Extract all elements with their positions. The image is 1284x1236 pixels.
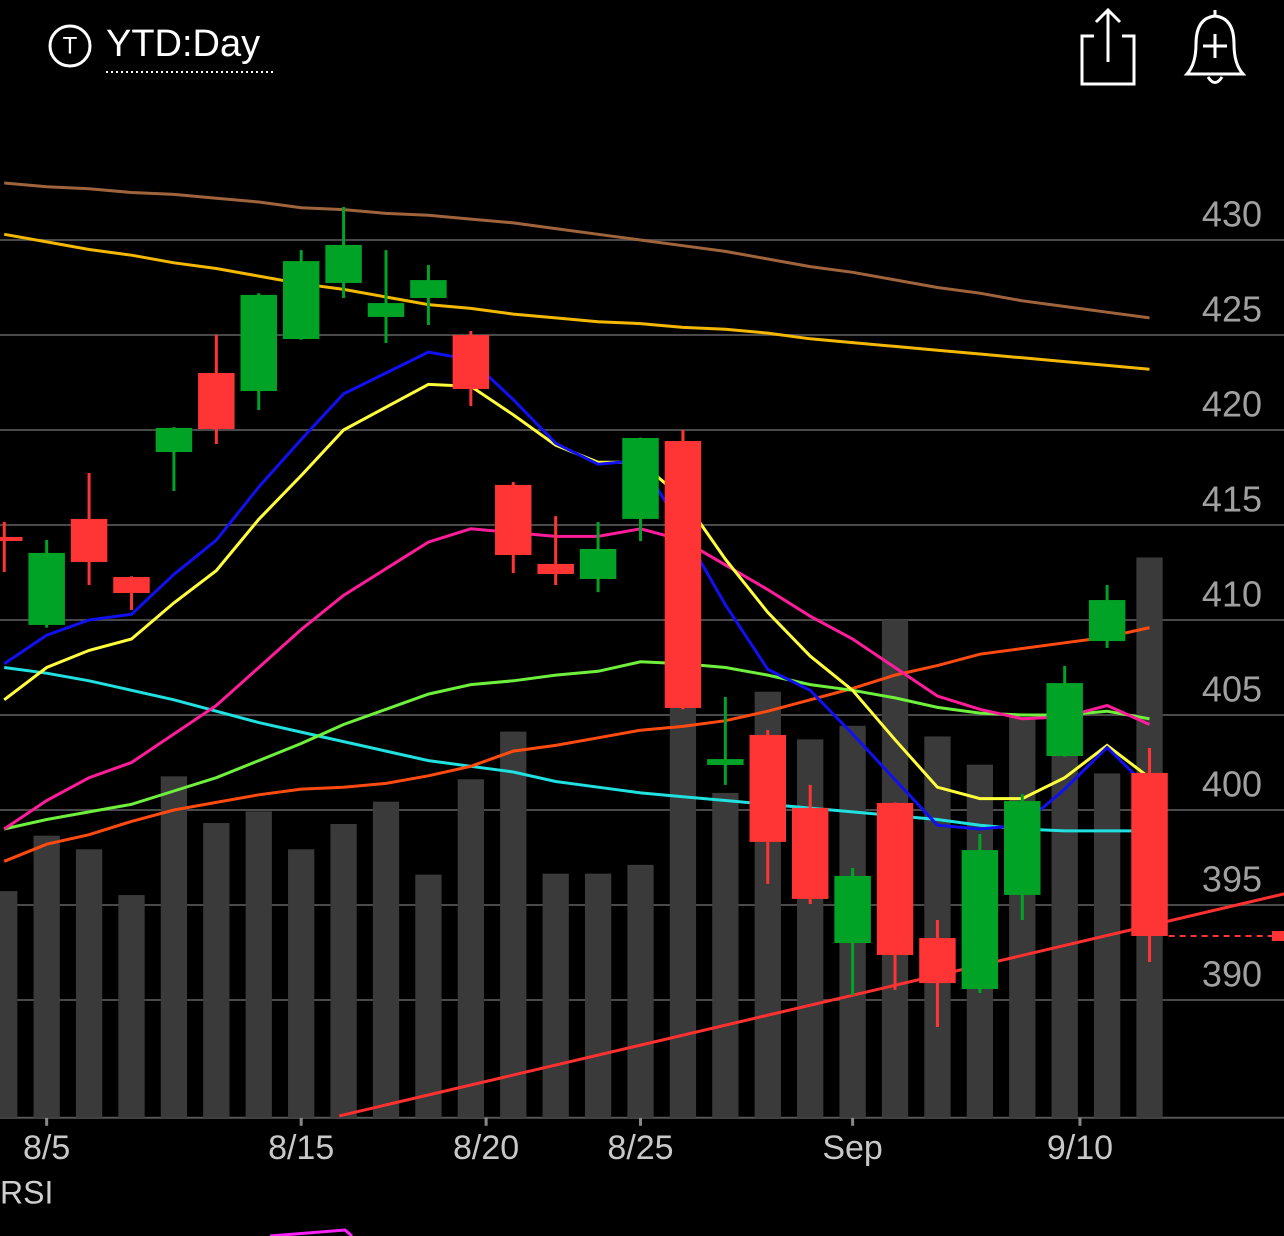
candle-body — [367, 303, 405, 317]
candle-body — [919, 938, 956, 984]
volume-bar — [669, 640, 697, 1118]
candle-body — [834, 875, 871, 943]
candle-body — [282, 261, 320, 339]
candle-body — [707, 759, 744, 765]
moving-average-line — [3, 527, 1151, 831]
share-box — [1080, 34, 1136, 86]
moving-average-line — [3, 232, 1150, 371]
y-tick-label: 430 — [1202, 194, 1262, 235]
volume-bar — [712, 792, 739, 1118]
volume-bar — [500, 731, 527, 1118]
y-tick-label: 410 — [1202, 574, 1262, 615]
moving-average-line — [3, 626, 1150, 863]
bell-clapper — [1206, 76, 1224, 84]
candle-body — [410, 280, 447, 298]
badge-letter: T — [63, 32, 78, 59]
plot: 390 395 400 405 410 415 420 425 430 8/5 8/15 8/20 8/… — [0, 181, 1284, 1167]
moving-average-line — [4, 666, 1150, 833]
y-tick-label: 415 — [1202, 479, 1262, 520]
volume-bar — [457, 779, 484, 1118]
candle-body — [664, 441, 702, 708]
volume-bar — [160, 776, 188, 1118]
volume-bar — [415, 874, 442, 1118]
candle-body — [70, 518, 108, 563]
volume-bar — [1093, 773, 1121, 1118]
last-price-marker — [1272, 930, 1284, 941]
volume-bar — [33, 835, 60, 1118]
candle-body — [876, 802, 914, 955]
bell-plus — [1203, 10, 1227, 58]
candle-body — [155, 427, 193, 453]
x-tick-label: 9/10 — [1047, 1129, 1113, 1167]
x-tick-label: 8/20 — [453, 1129, 519, 1167]
candle-body — [325, 244, 362, 283]
bell — [1183, 14, 1247, 76]
volume-bar — [245, 811, 272, 1118]
volume-bar — [330, 824, 357, 1118]
x-tick-label: Sep — [822, 1129, 883, 1167]
share-arrow — [1094, 7, 1122, 62]
volume-bar — [372, 801, 400, 1118]
volume-bar — [627, 864, 654, 1118]
x-tick-label: 8/25 — [607, 1129, 673, 1167]
x-tick-label: 8/5 — [23, 1129, 70, 1167]
candle-body — [1046, 683, 1083, 757]
indicator-label: RSI — [0, 1174, 53, 1210]
candle-body — [1088, 600, 1126, 642]
volume-bar — [0, 891, 18, 1118]
volume-bar — [584, 873, 612, 1118]
y-tick-label: 390 — [1202, 954, 1262, 995]
volume-bar — [1051, 700, 1078, 1118]
y-tick-label: 425 — [1202, 289, 1262, 330]
y-tick-label: 395 — [1202, 859, 1262, 900]
y-tick-label: 405 — [1202, 669, 1262, 710]
y-tick-label: 420 — [1202, 384, 1262, 425]
candle-body — [113, 577, 150, 594]
timeframe-selector[interactable]: T YTD:Day — [48, 23, 274, 73]
candle-body — [198, 373, 235, 430]
x-tick-label: 8/15 — [268, 1129, 334, 1167]
volume-bar — [75, 849, 103, 1118]
candle-body — [495, 484, 532, 556]
badge-circle — [48, 24, 92, 68]
candle-body — [1004, 801, 1041, 895]
candle-body — [28, 552, 65, 625]
candle-body — [622, 437, 659, 519]
volume-bar — [542, 873, 569, 1118]
candle-body — [1131, 772, 1168, 936]
candle-body — [537, 563, 574, 575]
candle-body — [749, 734, 787, 842]
rsi-line-fragment — [269, 1228, 353, 1236]
volume-bar — [203, 823, 230, 1118]
candle-body — [961, 850, 999, 989]
moving-average-line — [3, 660, 1150, 831]
candle-body — [452, 335, 490, 389]
moving-average-line — [4, 181, 1150, 320]
candle-body — [791, 807, 829, 899]
volume-bar — [288, 849, 315, 1118]
volume-bar — [118, 895, 145, 1118]
y-tick-label: 400 — [1202, 764, 1262, 805]
chart-title[interactable]: YTD:Day — [106, 23, 260, 65]
candle-body — [0, 536, 23, 541]
trendline — [338, 892, 1284, 1118]
candle-body — [240, 294, 277, 392]
share-button[interactable] — [1080, 7, 1136, 86]
moving-average-line — [3, 350, 1151, 831]
candle-body — [579, 548, 617, 579]
alert-button[interactable] — [1183, 10, 1247, 84]
